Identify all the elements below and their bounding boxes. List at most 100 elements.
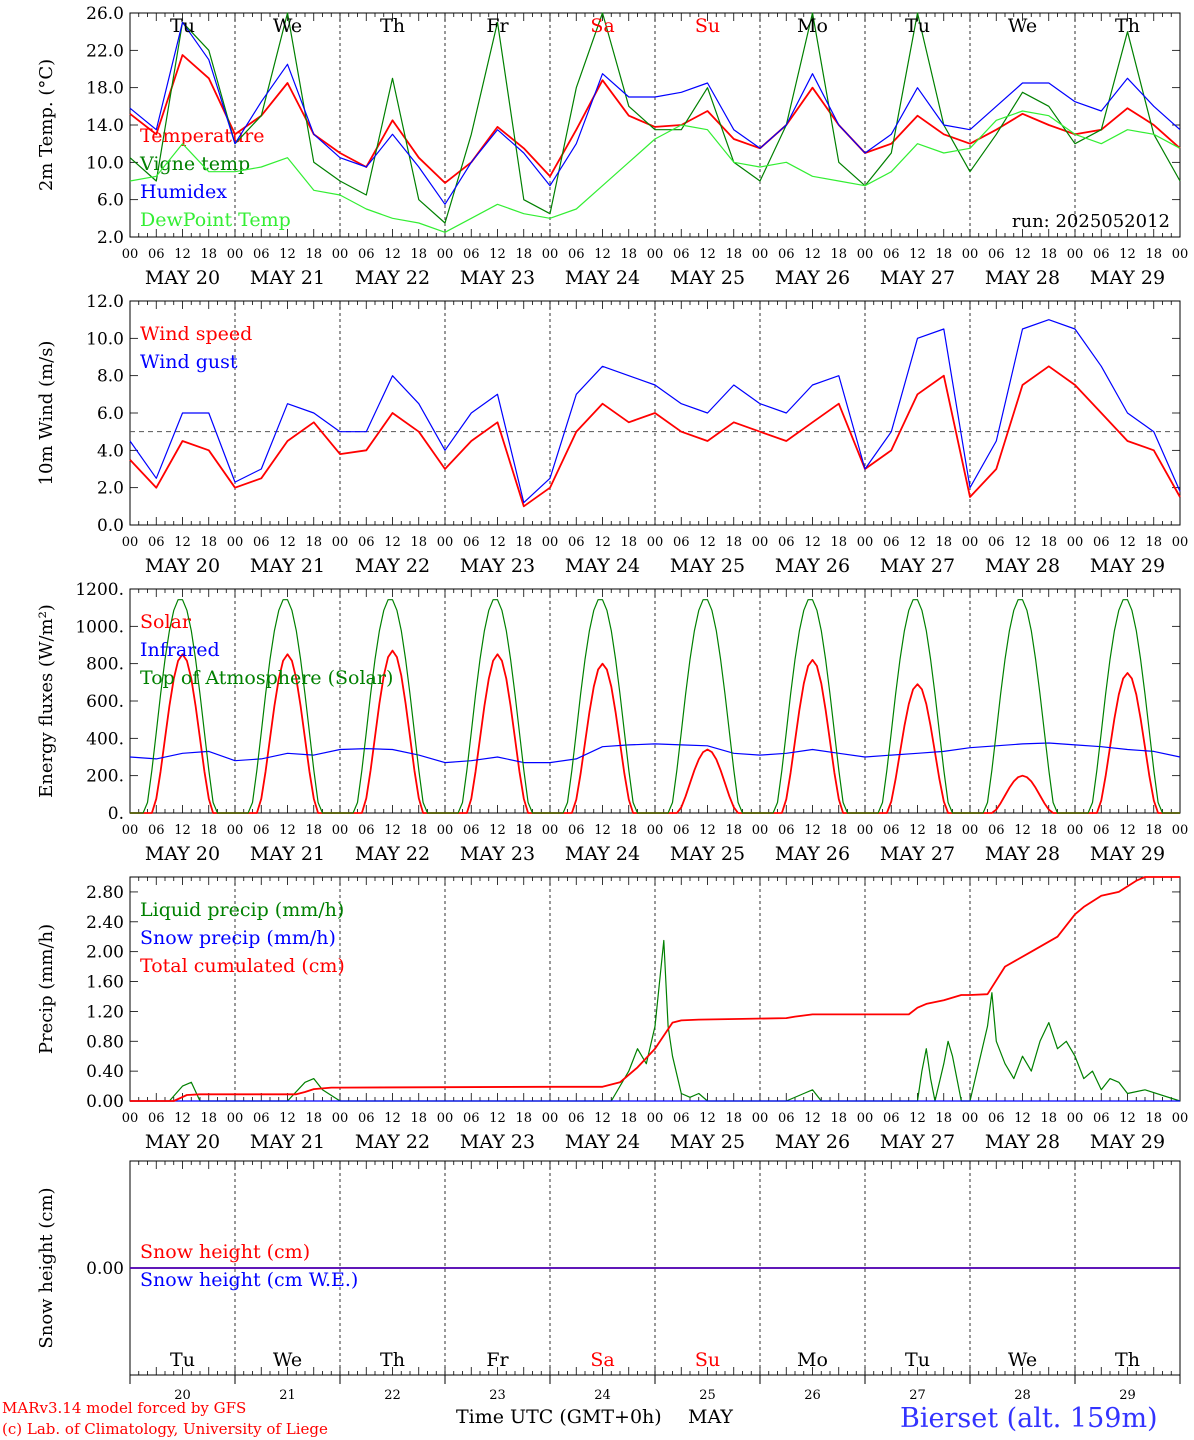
x-hour-label: 18 [200,535,217,550]
x-hour-label: 06 [568,1111,585,1126]
x-date-label: MAY 20 [145,843,220,865]
x-hour-label: 00 [647,535,664,550]
x-hour-label: 06 [883,247,900,262]
x-hour-label: 18 [1145,1111,1162,1126]
x-date-label: MAY 28 [985,555,1060,577]
x-hour-label: 12 [1119,535,1136,550]
legend-label: Wind gust [140,351,238,373]
x-hour-label: 06 [988,247,1005,262]
day-number-label: 27 [909,1388,926,1403]
x-hour-label: 00 [647,247,664,262]
x-hour-label: 18 [305,823,322,838]
x-hour-label: 18 [1145,535,1162,550]
x-hour-label: 06 [148,1111,165,1126]
legend-label: Solar [140,611,192,633]
x-hour-label: 00 [122,1111,139,1126]
x-hour-label: 00 [1067,535,1084,550]
x-hour-label: 12 [699,823,716,838]
x-hour-label: 00 [752,535,769,550]
legend-label: Snow height (cm W.E.) [140,1269,358,1291]
x-hour-label: 18 [620,823,637,838]
x-hour-label: 18 [1040,535,1057,550]
y-tick-label: 10.0 [86,329,124,349]
x-hour-label: 18 [935,1111,952,1126]
x-hour-label: 00 [332,535,349,550]
day-of-week-label: Th [380,15,405,37]
x-hour-label: 18 [515,247,532,262]
x-hour-label: 12 [489,535,506,550]
x-date-label: MAY 23 [460,555,535,577]
x-hour-label: 12 [174,823,191,838]
x-hour-label: 18 [725,247,742,262]
x-date-label: MAY 24 [565,1131,640,1153]
x-hour-label: 00 [647,1111,664,1126]
x-hour-label: 12 [489,823,506,838]
x-hour-label: 06 [883,823,900,838]
y-tick-label: 600. [86,692,124,712]
day-of-week-label: We [273,15,302,37]
x-date-label: MAY 20 [145,555,220,577]
day-number-label: 24 [594,1388,611,1403]
x-hour-label: 00 [1172,535,1189,550]
y-tick-label: 18.0 [86,79,124,99]
x-hour-label: 06 [148,535,165,550]
x-axis-title: Time UTC (GMT+0h) [456,1406,662,1428]
x-date-label: MAY 26 [775,843,850,865]
x-hour-label: 06 [253,1111,270,1126]
y-tick-label: 0. [108,804,124,824]
day-of-week-label: Th [1115,1349,1140,1371]
x-hour-label: 06 [463,823,480,838]
y-tick-label: 2.0 [97,479,124,499]
x-hour-label: 00 [962,823,979,838]
day-of-week-label: Th [1115,15,1140,37]
x-hour-label: 06 [883,1111,900,1126]
x-date-label: MAY 25 [670,267,745,289]
x-hour-label: 18 [305,1111,322,1126]
y-tick-label: 8.0 [97,367,124,387]
x-hour-label: 00 [227,535,244,550]
x-hour-label: 18 [515,1111,532,1126]
x-hour-label: 12 [174,247,191,262]
y-tick-label: 0.0 [97,516,124,536]
y-tick-label: 400. [86,729,124,749]
series-line-total-cumulated-cm [130,876,1180,1102]
x-hour-label: 18 [935,823,952,838]
x-hour-label: 12 [489,247,506,262]
x-hour-label: 00 [542,823,559,838]
model-credit: MARv3.14 model forced by GFS [2,1399,247,1417]
x-hour-label: 06 [673,1111,690,1126]
x-hour-label: 18 [1145,823,1162,838]
day-of-week-label: We [1008,1349,1037,1371]
panel-frame [129,588,1181,814]
x-hour-label: 18 [725,535,742,550]
legend-label: Total cumulated (cm) [140,955,345,977]
x-hour-label: 06 [988,1111,1005,1126]
x-hour-label: 00 [542,247,559,262]
x-hour-label: 00 [857,247,874,262]
x-hour-label: 12 [804,535,821,550]
day-of-week-label: We [1008,15,1037,37]
day-number-label: 22 [384,1388,401,1403]
x-hour-label: 00 [122,535,139,550]
x-hour-label: 12 [699,247,716,262]
x-date-label: MAY 28 [985,843,1060,865]
day-of-week-label: Tu [905,1349,930,1371]
y-tick-label: 10.0 [86,153,124,173]
x-hour-label: 00 [542,1111,559,1126]
x-hour-label: 12 [594,1111,611,1126]
x-hour-label: 12 [699,535,716,550]
x-hour-label: 18 [305,247,322,262]
x-hour-label: 18 [1040,823,1057,838]
day-of-week-label: Tu [170,1349,195,1371]
x-hour-label: 00 [752,247,769,262]
x-date-label: MAY 20 [145,1131,220,1153]
x-hour-label: 18 [830,1111,847,1126]
x-hour-label: 06 [463,535,480,550]
x-hour-label: 12 [279,535,296,550]
x-hour-label: 00 [962,1111,979,1126]
x-hour-label: 00 [227,1111,244,1126]
x-hour-label: 00 [437,823,454,838]
x-date-label: MAY 27 [880,555,955,577]
x-hour-label: 06 [463,247,480,262]
